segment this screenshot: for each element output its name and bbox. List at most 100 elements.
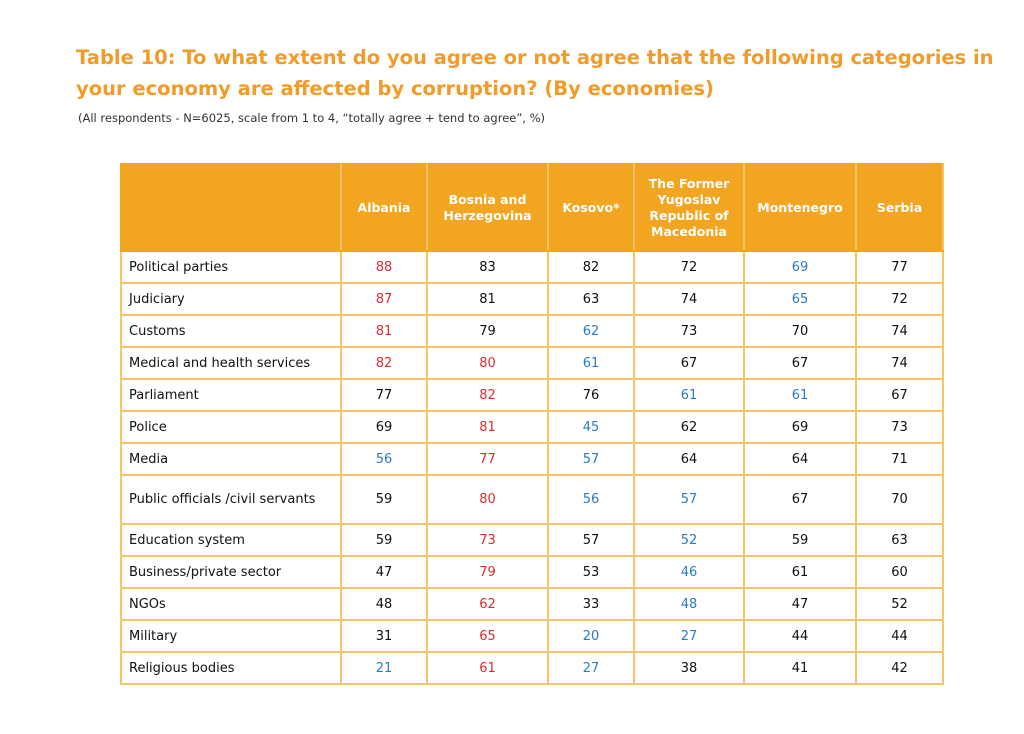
table-cell: 59 xyxy=(340,523,428,557)
table-cell: 61 xyxy=(743,378,857,412)
table-row: Medical and health services 82 80 61 67 67 74 xyxy=(120,346,944,380)
table-cell: 73 xyxy=(426,523,549,557)
table-row: Business/private sector 47 79 53 46 61 60 xyxy=(120,555,944,589)
row-label: Education system xyxy=(120,523,342,557)
table-row: Parliament 77 82 76 61 61 67 xyxy=(120,378,944,412)
table-cell: 57 xyxy=(633,474,745,525)
row-label: Military xyxy=(120,619,342,653)
table-row: Police 69 81 45 62 69 73 xyxy=(120,410,944,444)
table-cell: 81 xyxy=(340,314,428,348)
table-cell: 69 xyxy=(340,410,428,444)
table-cell: 44 xyxy=(855,619,944,653)
table-cell: 74 xyxy=(855,314,944,348)
table-cell: 52 xyxy=(855,587,944,621)
table-cell: 64 xyxy=(743,442,857,476)
row-label: Parliament xyxy=(120,378,342,412)
row-label: Religious bodies xyxy=(120,651,342,685)
row-label: Public officials /civil servants xyxy=(120,474,342,525)
table-row: Judiciary 87 81 63 74 65 72 xyxy=(120,282,944,316)
table-cell: 45 xyxy=(547,410,635,444)
table-row: Political parties 88 83 82 72 69 77 xyxy=(120,250,944,284)
table-cell: 72 xyxy=(855,282,944,316)
table-cell: 70 xyxy=(743,314,857,348)
row-label: Judiciary xyxy=(120,282,342,316)
table-cell: 65 xyxy=(426,619,549,653)
table-cell: 82 xyxy=(340,346,428,380)
table-cell: 70 xyxy=(855,474,944,525)
table-cell: 88 xyxy=(340,250,428,284)
table-cell: 67 xyxy=(855,378,944,412)
table-cell: 76 xyxy=(547,378,635,412)
table-row: Media 56 77 57 64 64 71 xyxy=(120,442,944,476)
table-cell: 59 xyxy=(743,523,857,557)
table-cell: 47 xyxy=(340,555,428,589)
table-cell: 83 xyxy=(426,250,549,284)
table-cell: 62 xyxy=(426,587,549,621)
row-label: Political parties xyxy=(120,250,342,284)
table-cell: 73 xyxy=(633,314,745,348)
table-cell: 60 xyxy=(855,555,944,589)
table-cell: 81 xyxy=(426,410,549,444)
header-corner xyxy=(120,163,342,252)
table-cell: 63 xyxy=(855,523,944,557)
table-cell: 48 xyxy=(633,587,745,621)
table-row: Public officials /civil servants 59 80 56 57… xyxy=(120,474,944,525)
table-cell: 27 xyxy=(633,619,745,653)
table-cell: 77 xyxy=(426,442,549,476)
table-cell: 65 xyxy=(743,282,857,316)
table-cell: 63 xyxy=(547,282,635,316)
table-cell: 38 xyxy=(633,651,745,685)
corruption-table: Albania Bosnia and Herzegovina Kosovo* T… xyxy=(120,163,944,685)
table-cell: 48 xyxy=(340,587,428,621)
table-row: Religious bodies 21 61 27 38 41 42 xyxy=(120,651,944,685)
table-cell: 82 xyxy=(426,378,549,412)
table-cell: 79 xyxy=(426,314,549,348)
row-label: Customs xyxy=(120,314,342,348)
table-cell: 53 xyxy=(547,555,635,589)
row-label: Media xyxy=(120,442,342,476)
row-label: Business/private sector xyxy=(120,555,342,589)
table-cell: 62 xyxy=(633,410,745,444)
table-cell: 61 xyxy=(547,346,635,380)
table-cell: 52 xyxy=(633,523,745,557)
table-cell: 57 xyxy=(547,442,635,476)
column-header: The Former Yugoslav Republic of Macedoni… xyxy=(633,163,745,252)
table-cell: 27 xyxy=(547,651,635,685)
table-cell: 31 xyxy=(340,619,428,653)
table-cell: 81 xyxy=(426,282,549,316)
row-label: NGOs xyxy=(120,587,342,621)
table-cell: 69 xyxy=(743,250,857,284)
table-cell: 77 xyxy=(340,378,428,412)
table-cell: 77 xyxy=(855,250,944,284)
table-cell: 21 xyxy=(340,651,428,685)
table-cell: 20 xyxy=(547,619,635,653)
column-header: Kosovo* xyxy=(547,163,635,252)
row-label: Police xyxy=(120,410,342,444)
table-cell: 67 xyxy=(743,474,857,525)
table-cell: 44 xyxy=(743,619,857,653)
table-cell: 69 xyxy=(743,410,857,444)
row-label: Medical and health services xyxy=(120,346,342,380)
table-cell: 80 xyxy=(426,474,549,525)
table-cell: 61 xyxy=(743,555,857,589)
table-cell: 47 xyxy=(743,587,857,621)
table-cell: 61 xyxy=(426,651,549,685)
column-header: Serbia xyxy=(855,163,944,252)
table-cell: 80 xyxy=(426,346,549,380)
table-cell: 56 xyxy=(340,442,428,476)
table-row: Customs 81 79 62 73 70 74 xyxy=(120,314,944,348)
table-cell: 57 xyxy=(547,523,635,557)
table-cell: 87 xyxy=(340,282,428,316)
column-header: Montenegro xyxy=(743,163,857,252)
column-header: Albania xyxy=(340,163,428,252)
table-cell: 82 xyxy=(547,250,635,284)
table-subtitle: (All respondents - N=6025, scale from 1 … xyxy=(78,111,546,125)
table-cell: 46 xyxy=(633,555,745,589)
table-cell: 33 xyxy=(547,587,635,621)
column-header: Bosnia and Herzegovina xyxy=(426,163,549,252)
table-title: Table 10: To what extent do you agree or… xyxy=(76,46,994,100)
table-cell: 64 xyxy=(633,442,745,476)
table-cell: 79 xyxy=(426,555,549,589)
table-row: NGOs 48 62 33 48 47 52 xyxy=(120,587,944,621)
table-cell: 56 xyxy=(547,474,635,525)
